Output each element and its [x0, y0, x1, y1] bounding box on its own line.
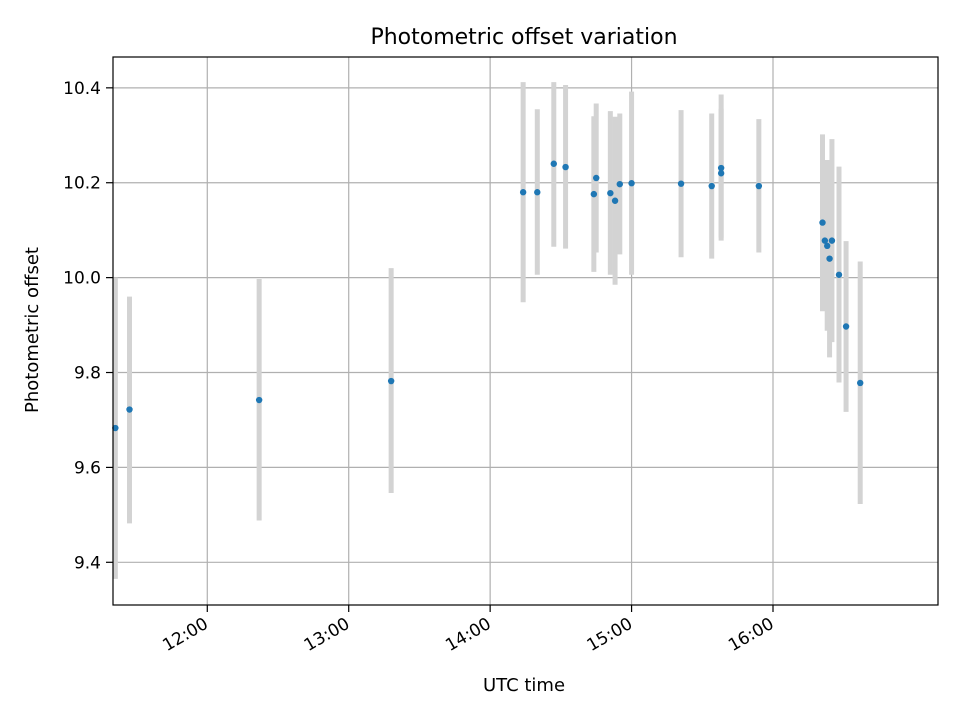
y-axis-ticks: 9.4 9.6 9.8 10.0 10.2 10.4: [63, 79, 113, 573]
data-point: [590, 190, 598, 198]
y-tick-label: 9.4: [74, 553, 101, 573]
y-tick-label: 10.0: [63, 269, 101, 289]
x-tick-label: 14:00: [442, 614, 494, 656]
data-point: [112, 424, 119, 432]
data-point: [819, 219, 826, 226]
plot-frame: [112, 56, 939, 606]
data-point: [607, 189, 614, 197]
y-tick-label: 10.4: [63, 79, 101, 99]
data-point: [717, 164, 725, 172]
data-point: [708, 182, 715, 190]
data-point: [857, 379, 864, 387]
data-point: [755, 182, 763, 190]
y-tick-label: 10.2: [63, 174, 101, 194]
data-point: [842, 323, 850, 330]
data-point: [717, 170, 725, 177]
chart-title: Photometric offset variation: [370, 25, 677, 50]
data-point: [677, 180, 685, 187]
y-axis-label: Photometric offset: [22, 247, 43, 413]
data-point: [611, 197, 619, 204]
x-tick-label: 16:00: [725, 614, 777, 656]
data-point: [593, 174, 600, 182]
data-point: [519, 189, 527, 196]
data-point: [255, 396, 263, 404]
data-point: [628, 180, 635, 187]
y-tick-label: 9.6: [74, 458, 101, 478]
data-point: [534, 189, 541, 196]
data-point: [616, 180, 623, 188]
x-axis-label: UTC time: [483, 675, 565, 696]
data-point: [835, 271, 843, 278]
x-tick-label: 15:00: [584, 614, 636, 656]
data-point: [562, 163, 569, 171]
data-point: [824, 242, 831, 250]
data-points: [112, 160, 864, 432]
data-point: [826, 255, 833, 262]
x-tick-label: 12:00: [159, 614, 211, 656]
error-bars: [112, 82, 863, 579]
x-axis-ticks: 12:00 13:00 14:00 15:00 16:00: [159, 605, 778, 656]
x-tick-label: 13:00: [301, 614, 353, 656]
data-point: [821, 237, 829, 244]
data-point: [387, 377, 395, 385]
y-tick-label: 9.8: [74, 364, 101, 384]
data-point: [126, 406, 133, 413]
data-point: [828, 237, 836, 244]
data-point: [550, 160, 557, 167]
